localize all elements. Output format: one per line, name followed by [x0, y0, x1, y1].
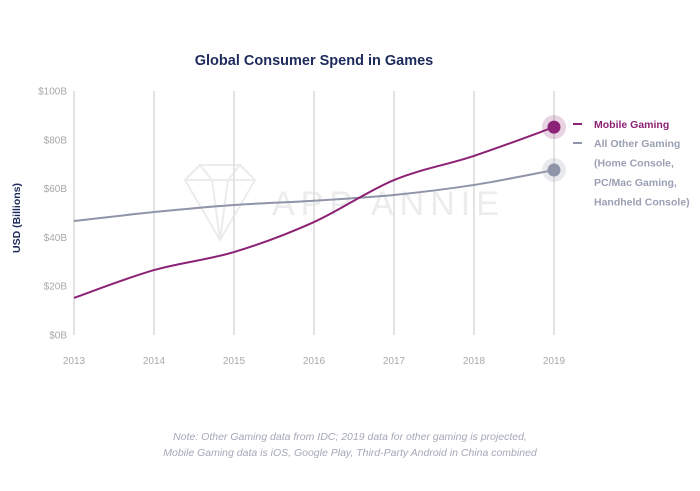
legend-label-all-other-gaming: All Other Gaming [594, 138, 680, 150]
y-tick-label: $100B [38, 87, 67, 98]
watermark: APP ANNIE [183, 164, 505, 242]
y-tick-label: $20B [44, 282, 68, 293]
x-tick-label: 2018 [463, 356, 486, 367]
x-tick-label: 2017 [383, 356, 406, 367]
legend-label-all-other-gaming: Handheld Console) [594, 197, 690, 209]
legend-label-all-other-gaming: (Home Console, [594, 158, 674, 170]
x-tick-label: 2013 [63, 356, 86, 367]
y-tick-label: $0B [49, 331, 67, 342]
watermark-text: APP ANNIE [272, 185, 505, 223]
end-marker-all-other-gaming [547, 163, 561, 177]
end-markers [542, 115, 566, 183]
series-lines [73, 126, 555, 299]
y-tick-label: $80B [44, 135, 68, 146]
x-tick-label: 2014 [143, 356, 166, 367]
diamond-logo-icon [183, 164, 257, 242]
y-tick-labels: $0B $20B $40B $60B $80B $100B [38, 87, 67, 342]
end-marker-mobile-gaming [547, 120, 561, 134]
y-axis-label: USD (Billions) [11, 183, 23, 253]
x-tick-labels: 2013 2014 2015 2016 2017 2018 2019 [63, 356, 566, 367]
footnote-line-2: Mobile Gaming data is iOS, Google Play, … [163, 447, 537, 459]
legend: Mobile Gaming All Other Gaming (Home Conso… [573, 119, 690, 209]
series-line-all-other-gaming [73, 169, 555, 223]
legend-label-mobile-gaming: Mobile Gaming [594, 119, 669, 131]
legend-label-all-other-gaming: PC/Mac Gaming, [594, 177, 677, 189]
series-line-mobile-gaming [73, 126, 555, 299]
chart-title: Global Consumer Spend in Games [195, 53, 434, 69]
x-tick-label: 2015 [223, 356, 246, 367]
x-tick-label: 2016 [303, 356, 326, 367]
x-tick-label: 2019 [543, 356, 566, 367]
y-tick-label: $40B [44, 233, 68, 244]
footnote-line-1: Note: Other Gaming data from IDC; 2019 d… [173, 431, 527, 443]
y-tick-label: $60B [44, 184, 68, 195]
